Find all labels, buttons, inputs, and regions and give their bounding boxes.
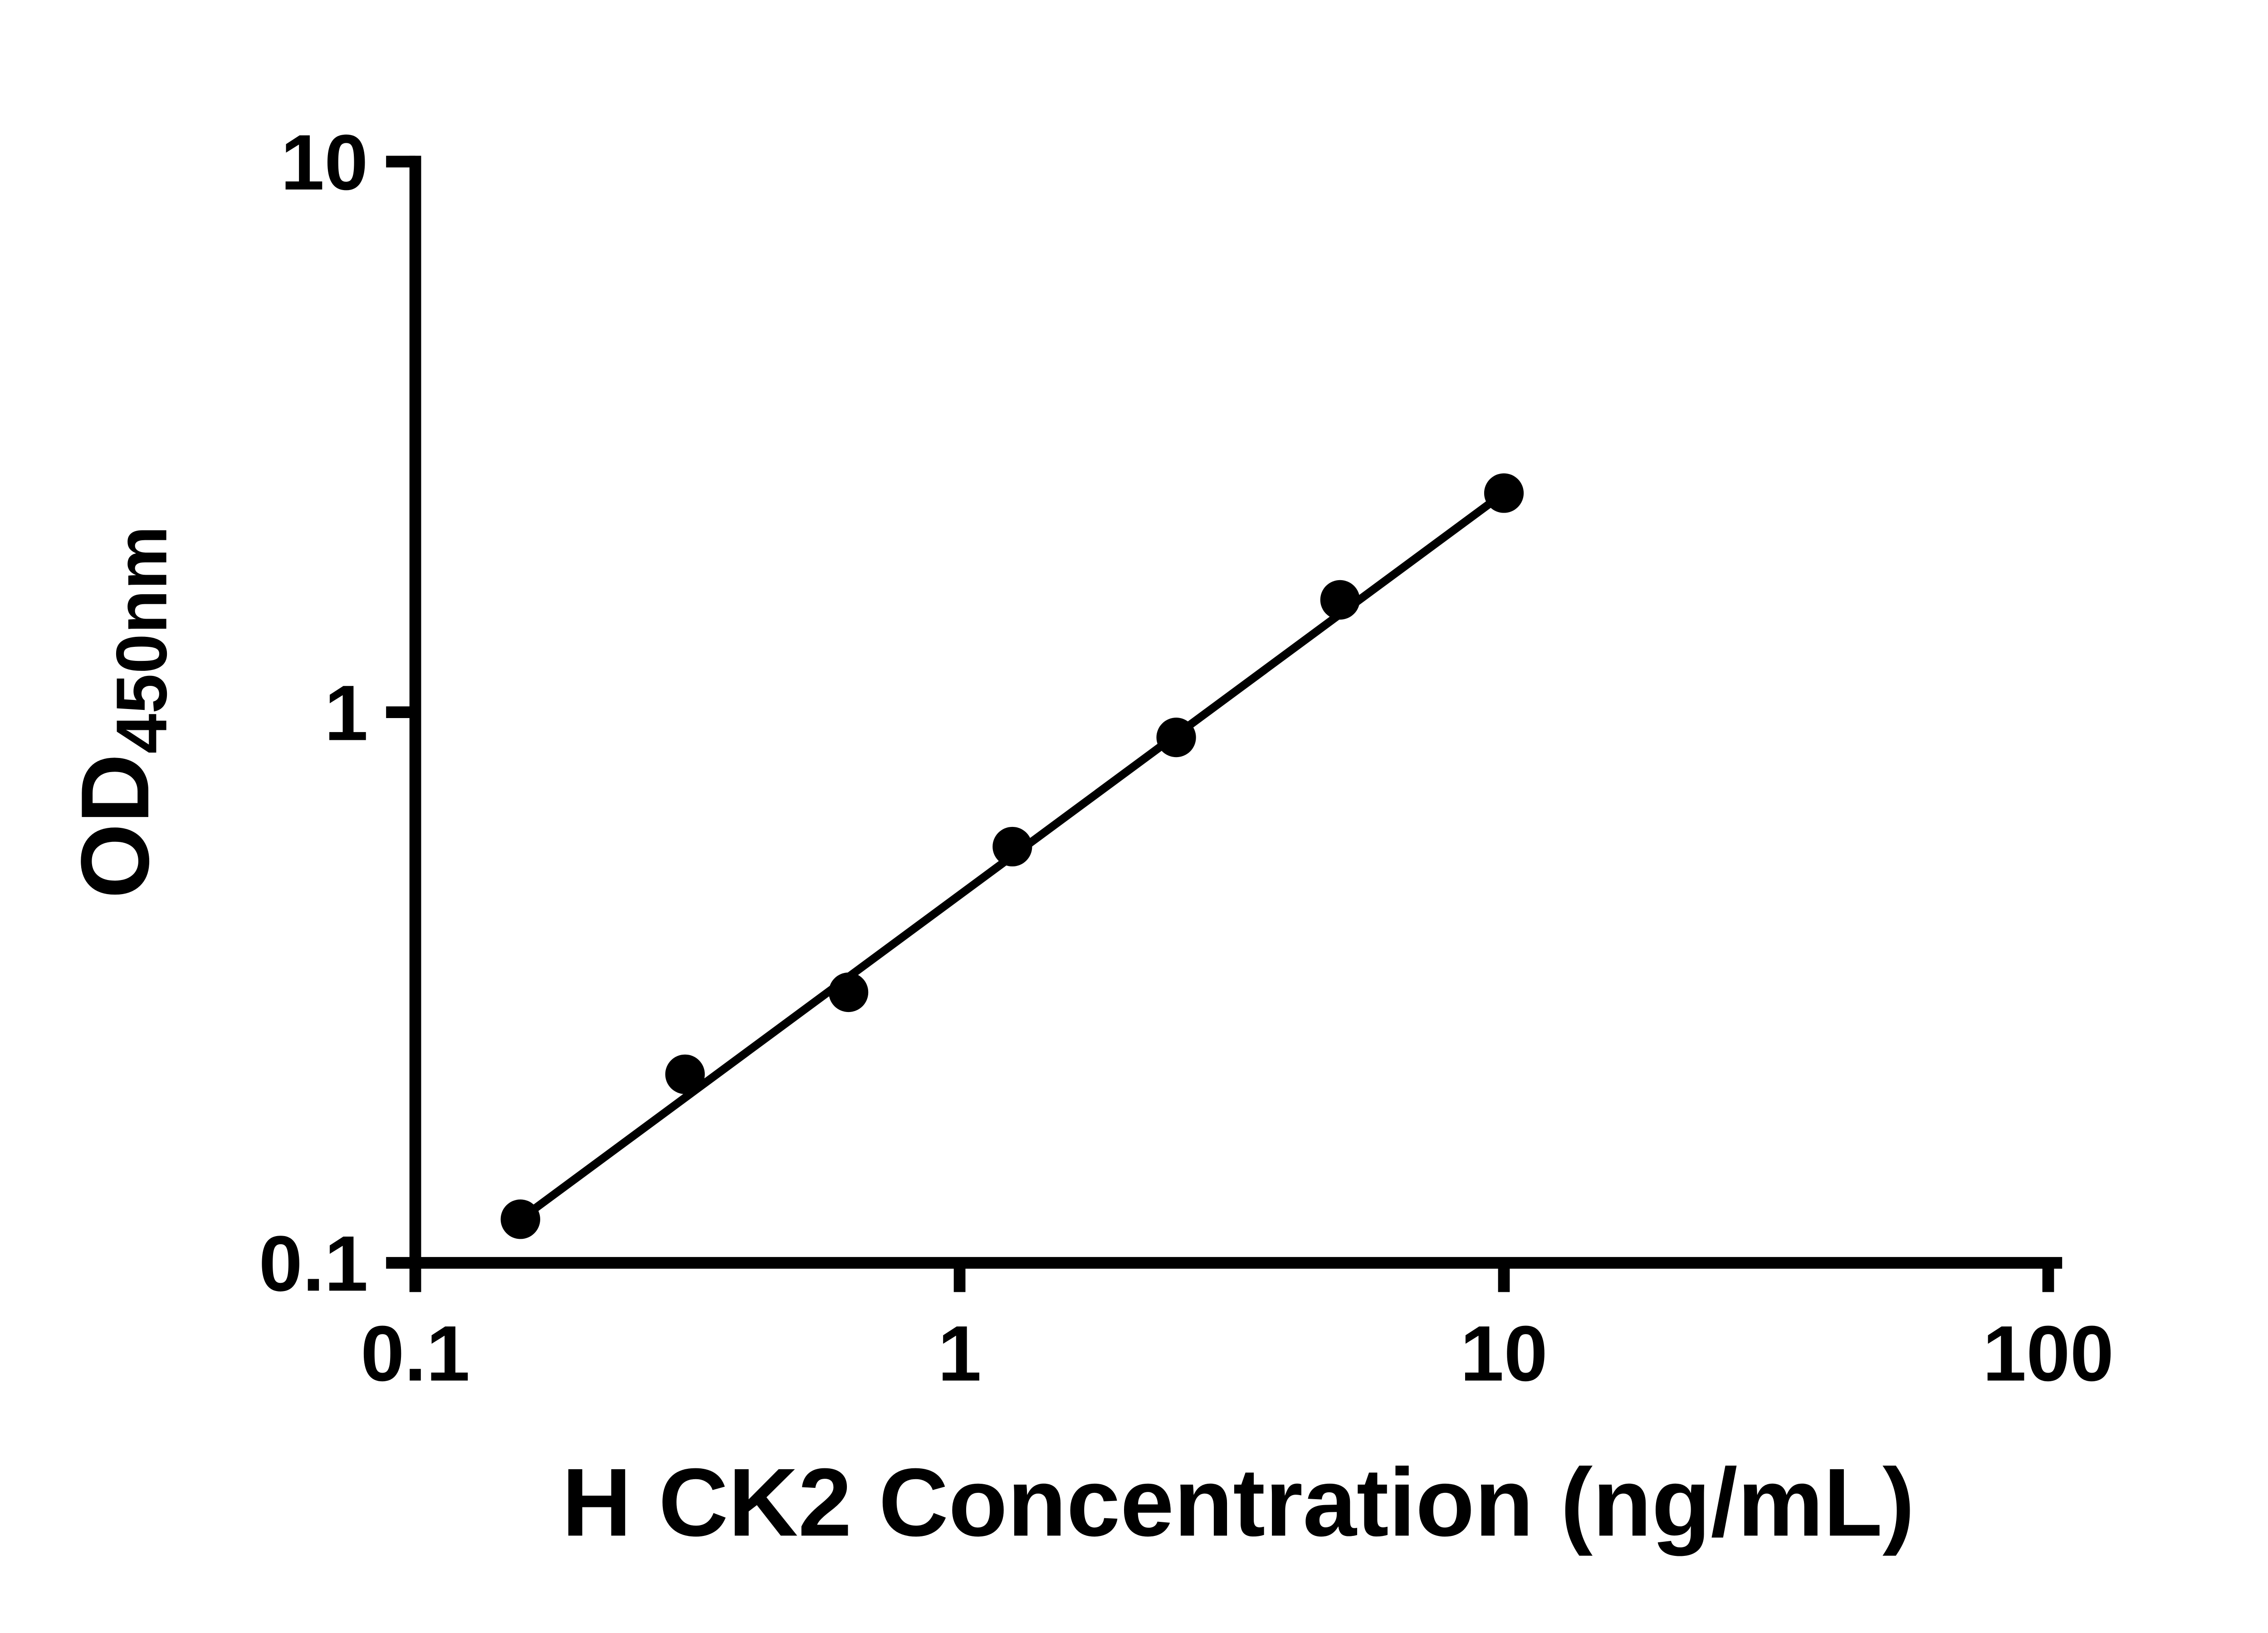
data-point: [1156, 718, 1196, 758]
tick-marks: [386, 156, 2054, 1292]
x-tick-label: 10: [1460, 1310, 1548, 1398]
x-tick-label: 1: [938, 1310, 981, 1398]
axes: [409, 156, 2063, 1269]
x-tick-label: 0.1: [361, 1310, 470, 1398]
y-tick-label: 0.1: [259, 1219, 368, 1307]
data-point: [1320, 580, 1360, 620]
y-axis-title-subscript: 450nm: [101, 526, 182, 753]
y-tick-label: 10: [281, 118, 368, 206]
plot-area: [500, 473, 1524, 1239]
y-tick-label: 1: [324, 669, 368, 757]
x-axis-title: H CK2 Concentration (ng/mL): [562, 1448, 1915, 1556]
data-point: [829, 972, 869, 1012]
y-axis-title-main: OD: [61, 753, 169, 899]
data-point: [1484, 473, 1524, 513]
data-point: [665, 1054, 705, 1094]
tick-labels: 0.1 1 10 100 10 1 0.1: [259, 118, 2114, 1398]
x-tick-label: 100: [1983, 1310, 2114, 1398]
data-point: [500, 1199, 540, 1239]
y-axis-title: OD450nm: [61, 526, 182, 899]
data-point: [992, 826, 1032, 867]
